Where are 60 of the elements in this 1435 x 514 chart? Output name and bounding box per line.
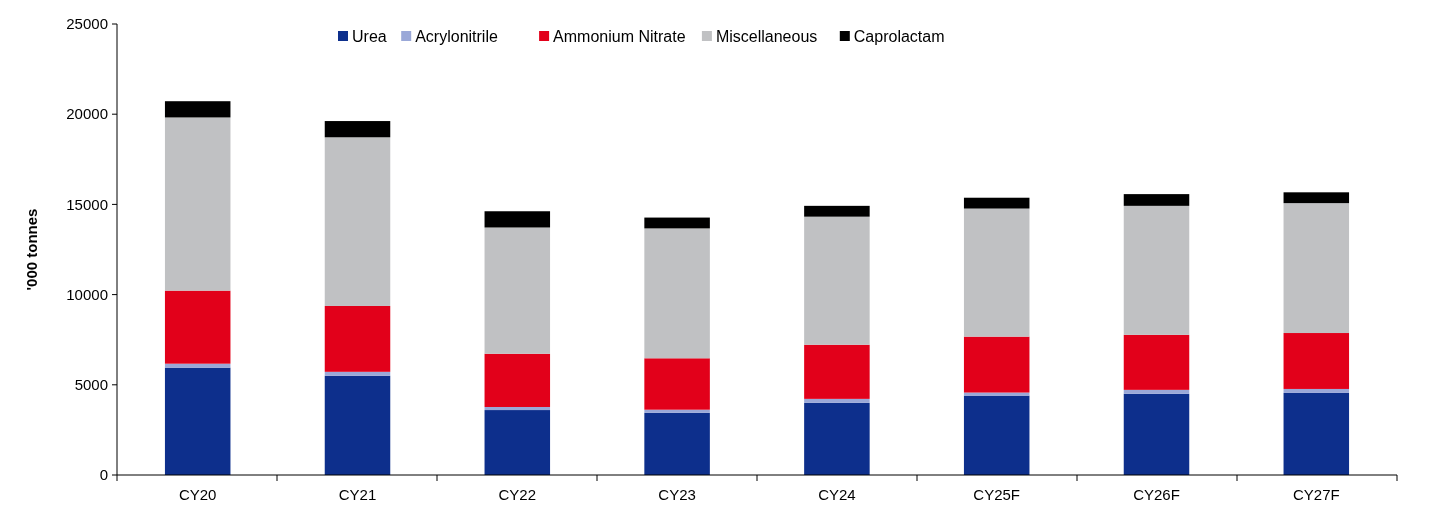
bar bbox=[804, 344, 870, 399]
bar bbox=[1123, 194, 1190, 206]
bar bbox=[644, 412, 710, 475]
bar bbox=[1123, 205, 1190, 335]
bar bbox=[324, 137, 391, 306]
bar bbox=[324, 305, 391, 372]
bar bbox=[484, 227, 551, 354]
bar bbox=[164, 117, 231, 291]
bar bbox=[804, 205, 870, 217]
bar bbox=[644, 217, 710, 229]
y-tick-label: 5000 bbox=[74, 376, 108, 394]
y-tick-label: 20000 bbox=[66, 105, 108, 123]
legend-label: Urea bbox=[352, 28, 387, 45]
bar bbox=[324, 121, 391, 138]
bar bbox=[164, 367, 231, 475]
x-tick-label: CY21 bbox=[338, 486, 377, 503]
bar bbox=[484, 211, 551, 228]
x-tick-label: CY24 bbox=[818, 486, 856, 503]
bar bbox=[963, 392, 1030, 396]
legend-label: Ammonium Nitrate bbox=[553, 28, 686, 45]
bar bbox=[1283, 203, 1350, 334]
legend-label: Caprolactam bbox=[853, 28, 945, 45]
bar bbox=[644, 358, 710, 410]
bar bbox=[804, 398, 870, 403]
bar bbox=[804, 216, 870, 345]
y-tick-label: 0 bbox=[99, 466, 108, 484]
y-tick-label: 10000 bbox=[66, 285, 108, 303]
x-tick-label: CY26F bbox=[1133, 486, 1180, 503]
bar bbox=[1123, 393, 1190, 475]
bar bbox=[963, 197, 1030, 209]
x-tick-label: CY23 bbox=[658, 486, 696, 503]
legend-label: Acrylonitrile bbox=[415, 28, 498, 45]
bar bbox=[963, 208, 1030, 337]
bar bbox=[484, 353, 551, 407]
bar bbox=[1283, 388, 1350, 393]
bar bbox=[1283, 392, 1350, 475]
y-tick-label: 15000 bbox=[66, 195, 108, 213]
bar bbox=[484, 410, 551, 475]
bar bbox=[324, 375, 391, 475]
bar bbox=[1123, 334, 1190, 390]
x-tick-label: CY25F bbox=[973, 486, 1021, 503]
x-tick-label: CY27F bbox=[1292, 486, 1340, 503]
bar bbox=[804, 402, 870, 475]
legend-label: Miscellaneous bbox=[715, 28, 818, 45]
bar bbox=[484, 406, 551, 411]
bar bbox=[164, 290, 231, 364]
bar bbox=[164, 101, 231, 118]
bar bbox=[1283, 333, 1350, 389]
bar bbox=[324, 371, 391, 376]
bar bbox=[963, 395, 1030, 475]
y-tick-label: 25000 bbox=[66, 15, 108, 33]
bar bbox=[1283, 192, 1350, 204]
bar bbox=[164, 363, 231, 368]
bar bbox=[1123, 389, 1190, 394]
x-tick-label: CY20 bbox=[178, 486, 217, 503]
bar bbox=[644, 409, 710, 413]
bar bbox=[963, 336, 1030, 393]
y-axis-title: '000 tonnes bbox=[23, 208, 40, 291]
x-tick-label: CY22 bbox=[498, 486, 537, 503]
bar bbox=[644, 228, 710, 359]
